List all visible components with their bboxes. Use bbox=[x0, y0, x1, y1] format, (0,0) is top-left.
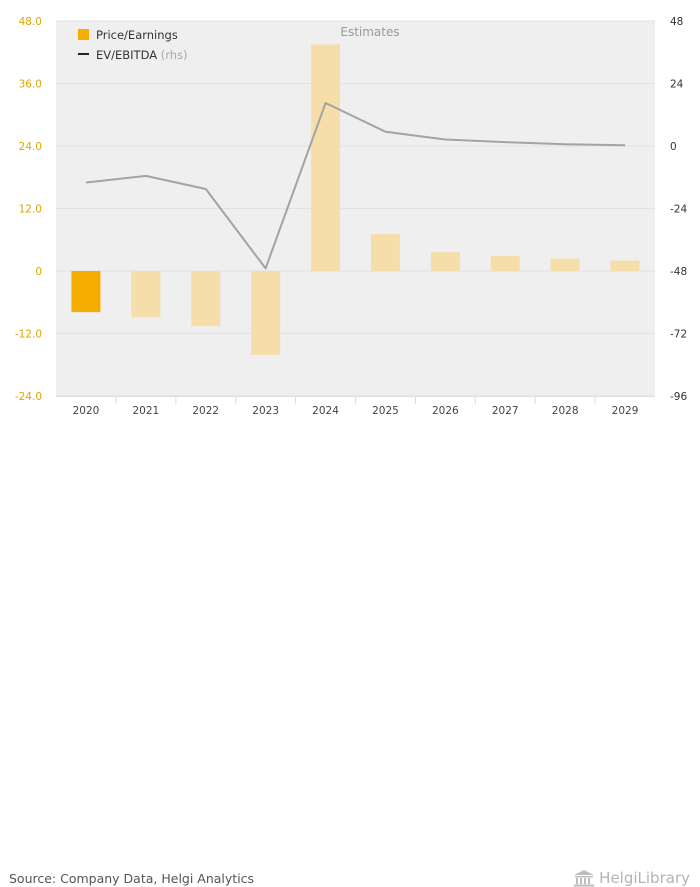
x-axis-label-2025: 2025 bbox=[372, 405, 399, 417]
right-axis-tick-label: 24 bbox=[670, 79, 684, 91]
bar-2029 bbox=[611, 261, 640, 271]
legend-label-ev-ebitda: EV/EBITDA (rhs) bbox=[96, 48, 188, 62]
left-axis-tick-label: -24.0 bbox=[15, 391, 42, 403]
footer: Source: Company Data, Helgi Analytics He… bbox=[0, 420, 700, 483]
logo-text: HelgiLibrary bbox=[599, 869, 690, 887]
bar-2028 bbox=[551, 259, 580, 272]
legend-label-price-earnings: Price/Earnings bbox=[96, 28, 178, 42]
right-axis-tick-label: -24 bbox=[670, 204, 687, 216]
bar-2020 bbox=[71, 271, 100, 312]
right-axis-tick-label: -48 bbox=[670, 266, 687, 278]
estimates-label: Estimates bbox=[340, 25, 399, 39]
bar-2023 bbox=[251, 271, 280, 355]
left-axis-tick-label: 12.0 bbox=[19, 204, 42, 216]
x-axis-label-2021: 2021 bbox=[132, 405, 159, 417]
right-axis-tick-label: 0 bbox=[670, 141, 677, 153]
right-axis-tick-label: 48 bbox=[670, 16, 683, 28]
combo-chart: 48.0 36.0 24.0 12.0 0 -12.0 -24.0 48 24 0 -24 -48 -7… bbox=[0, 0, 700, 420]
right-axis-tick-label: -96 bbox=[670, 391, 687, 403]
bar-2027 bbox=[491, 256, 520, 271]
x-axis-label-2027: 2027 bbox=[492, 405, 519, 417]
x-axis-label-2022: 2022 bbox=[192, 405, 219, 417]
legend-swatch-price-earnings bbox=[78, 29, 89, 40]
x-axis-label-2026: 2026 bbox=[432, 405, 459, 417]
left-axis-tick-label: 48.0 bbox=[19, 16, 42, 28]
source-note: Source: Company Data, Helgi Analytics bbox=[9, 871, 254, 886]
x-axis-label-2020: 2020 bbox=[73, 405, 100, 417]
left-axis-tick-label: -12.0 bbox=[15, 329, 42, 341]
bar-2025 bbox=[371, 234, 400, 271]
left-axis-tick-label: 24.0 bbox=[19, 141, 42, 153]
helgi-library-logo[interactable]: HelgiLibrary bbox=[573, 869, 690, 887]
bar-2026 bbox=[431, 252, 460, 271]
x-axis-label-2023: 2023 bbox=[252, 405, 279, 417]
legend-rhs-suffix: (rhs) bbox=[161, 48, 188, 62]
x-axis-label-2024: 2024 bbox=[312, 405, 339, 417]
bar-2021 bbox=[131, 271, 160, 317]
right-axis-tick-label: -72 bbox=[670, 329, 687, 341]
x-axis-label-2029: 2029 bbox=[612, 405, 639, 417]
left-axis-tick-label: 36.0 bbox=[19, 79, 42, 91]
left-axis-tick-label: 0 bbox=[35, 266, 42, 278]
x-axis-label-2028: 2028 bbox=[552, 405, 579, 417]
library-building-icon bbox=[573, 869, 595, 887]
bar-2024 bbox=[311, 44, 340, 271]
bar-2022 bbox=[191, 271, 220, 326]
